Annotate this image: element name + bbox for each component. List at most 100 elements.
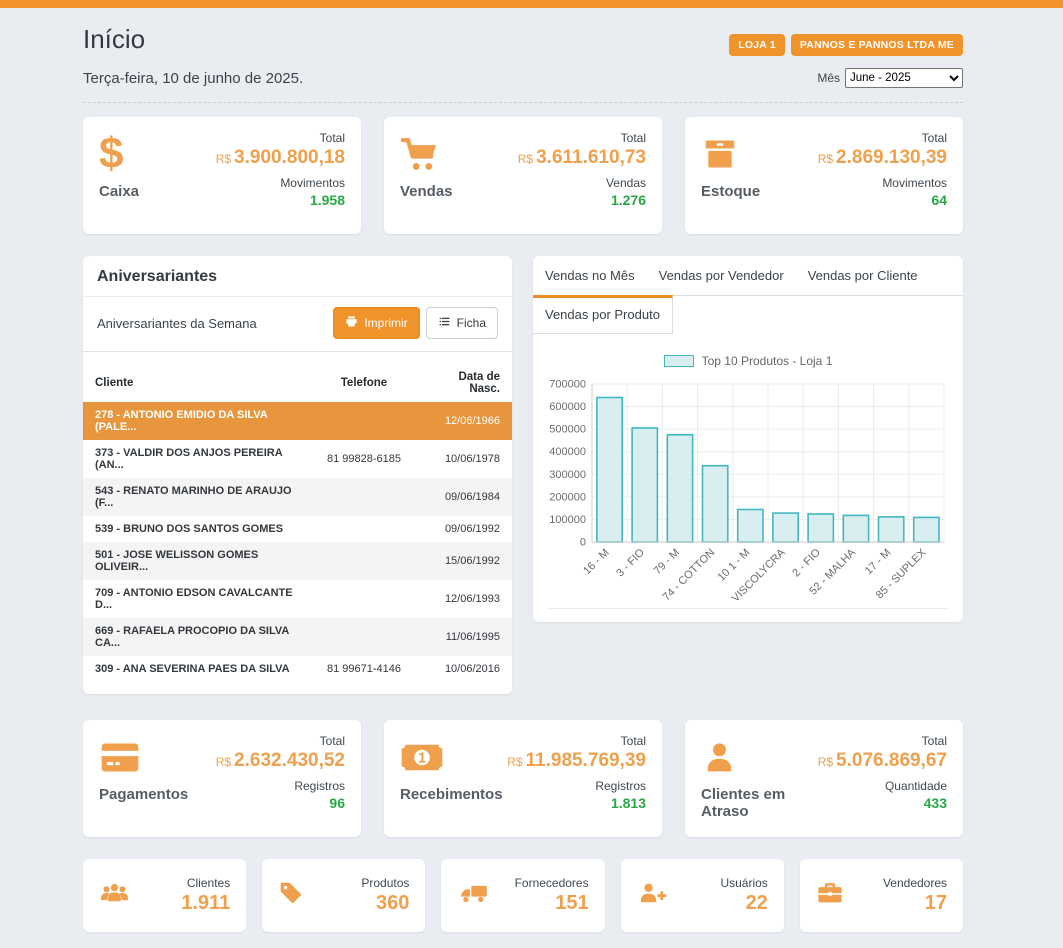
- stat-card-label: Caixa: [99, 183, 139, 200]
- stat-card-pagamentos: Pagamentos Total R$2.632.430,52 Registro…: [83, 720, 361, 837]
- birthdate-cell: 09/06/1992: [422, 516, 512, 542]
- truck-icon: [457, 881, 488, 910]
- count-label: Quantidade: [818, 779, 947, 793]
- tab-vendas-por-vendedor[interactable]: Vendas por Vendedor: [647, 256, 796, 295]
- credit-card-icon: [99, 734, 188, 780]
- birthdate-cell: 10/06/2016: [422, 656, 512, 682]
- month-select[interactable]: June - 2025: [845, 68, 963, 88]
- tab-vendas-no-mes[interactable]: Vendas no Mês: [533, 256, 647, 295]
- stat-card-label: Pagamentos: [99, 786, 188, 803]
- box-icon: [701, 131, 760, 177]
- svg-text:400000: 400000: [549, 446, 586, 458]
- svg-text:300000: 300000: [549, 469, 586, 481]
- birthdays-table: Cliente Telefone Data de Nasc. 278 - ANT…: [83, 364, 512, 682]
- svg-text:200000: 200000: [549, 491, 586, 503]
- svg-text:17 - M: 17 - M: [863, 547, 894, 578]
- total-value: R$3.900.800,18: [216, 147, 345, 169]
- total-label: Total: [216, 734, 345, 748]
- total-value: R$11.985.769,39: [507, 750, 646, 772]
- total-label: Total: [818, 131, 947, 145]
- table-row[interactable]: 543 - RENATO MARINHO DE ARAUJO (F... 09/…: [83, 478, 512, 516]
- summary-card-produtos: Produtos 360: [262, 859, 425, 932]
- svg-text:500000: 500000: [549, 424, 586, 436]
- client-cell: 543 - RENATO MARINHO DE ARAUJO (F...: [83, 478, 306, 516]
- total-value: R$2.869.130,39: [818, 147, 947, 169]
- dashboard-page: Início LOJA 1 PANNOS E PANNOS LTDA ME Te…: [0, 8, 1063, 948]
- date-row: Terça-feira, 10 de junho de 2025. Mês Ju…: [83, 68, 963, 103]
- count-label: Vendas: [518, 176, 646, 190]
- count-value: 1.276: [518, 192, 646, 208]
- table-row[interactable]: 669 - RAFAELA PROCOPIO DA SILVA CA... 11…: [83, 618, 512, 656]
- client-cell: 669 - RAFAELA PROCOPIO DA SILVA CA...: [83, 618, 306, 656]
- phone-cell: [306, 580, 422, 618]
- count-value: 1.813: [507, 795, 646, 811]
- table-row[interactable]: 709 - ANTONIO EDSON CAVALCANTE D... 12/0…: [83, 580, 512, 618]
- print-button[interactable]: Imprimir: [333, 307, 419, 339]
- list-icon: [438, 315, 451, 331]
- svg-text:100000: 100000: [549, 514, 586, 526]
- middle-section: Aniversariantes Aniversariantes da Seman…: [83, 256, 963, 694]
- birthdays-title: Aniversariantes: [83, 256, 512, 297]
- stat-card-label: Clientes em Atraso: [701, 786, 818, 820]
- stat-card-caixa: $ Caixa Total R$3.900.800,18 Movimentos …: [83, 117, 361, 234]
- summary-label: Clientes: [181, 876, 230, 890]
- store-badge[interactable]: LOJA 1: [729, 34, 785, 56]
- dollar-icon: $: [99, 131, 139, 177]
- svg-text:0: 0: [580, 537, 586, 549]
- birthdate-cell: 12/06/1966: [422, 402, 512, 440]
- column-header-data-nasc: Data de Nasc.: [422, 364, 512, 402]
- table-header-row: Cliente Telefone Data de Nasc.: [83, 364, 512, 402]
- svg-text:16 - M: 16 - M: [581, 547, 612, 578]
- table-row[interactable]: 539 - BRUNO DOS SANTOS GOMES 09/06/1992: [83, 516, 512, 542]
- svg-text:600000: 600000: [549, 401, 586, 413]
- header-badges: LOJA 1 PANNOS E PANNOS LTDA ME: [729, 34, 963, 56]
- stat-card-vendas: Vendas Total R$3.611.610,73 Vendas 1.276: [384, 117, 662, 234]
- stat-card-label: Estoque: [701, 183, 760, 200]
- briefcase-icon: [816, 880, 844, 911]
- chart-block: Top 10 Produtos - Loja 1 010000020000030…: [533, 334, 963, 600]
- summary-value: 151: [515, 892, 589, 915]
- page-title: Início: [83, 24, 145, 55]
- client-cell: 373 - VALDIR DOS ANJOS PEREIRA (AN...: [83, 440, 306, 478]
- total-label: Total: [818, 734, 947, 748]
- person-icon: [701, 734, 818, 780]
- stat-card-label: Vendas: [400, 183, 453, 200]
- summary-label: Produtos: [361, 876, 409, 890]
- total-label: Total: [518, 131, 646, 145]
- tab-vendas-por-produto[interactable]: Vendas por Produto: [533, 295, 673, 334]
- table-row[interactable]: 373 - VALDIR DOS ANJOS PEREIRA (AN... 81…: [83, 440, 512, 478]
- stat-card-clientes-em-atraso: Clientes em Atraso Total R$5.076.869,67 …: [685, 720, 963, 837]
- current-date-text: Terça-feira, 10 de junho de 2025.: [83, 70, 303, 87]
- summary-card-vendedores: Vendedores 17: [800, 859, 963, 932]
- count-value: 1.958: [216, 192, 345, 208]
- summary-card-fornecedores: Fornecedores 151: [441, 859, 604, 932]
- birthdate-cell: 09/06/1984: [422, 478, 512, 516]
- summary-label: Vendedores: [883, 876, 947, 890]
- total-value: R$3.611.610,73: [518, 147, 646, 169]
- birthdate-cell: 15/06/1992: [422, 542, 512, 580]
- top-products-bar-chart: 0100000200000300000400000500000600000700…: [542, 378, 954, 600]
- shopping-cart-icon: [400, 131, 453, 177]
- count-label: Registros: [507, 779, 646, 793]
- phone-cell: [306, 516, 422, 542]
- client-cell: 278 - ANTONIO EMIDIO DA SILVA (PALE...: [83, 402, 306, 440]
- stat-card-label: Recebimentos: [400, 786, 503, 803]
- count-label: Registros: [216, 779, 345, 793]
- phone-cell: [306, 542, 422, 580]
- table-row-selected[interactable]: 278 - ANTONIO EMIDIO DA SILVA (PALE... 1…: [83, 402, 512, 440]
- company-badge[interactable]: PANNOS E PANNOS LTDA ME: [791, 34, 963, 56]
- phone-cell: [306, 402, 422, 440]
- tab-vendas-por-cliente[interactable]: Vendas por Cliente: [796, 256, 930, 295]
- summary-cards-row: Clientes 1.911 Produtos 360: [83, 859, 963, 932]
- column-header-telefone: Telefone: [306, 364, 422, 402]
- client-cell: 501 - JOSE WELISSON GOMES OLIVEIR...: [83, 542, 306, 580]
- table-row[interactable]: 309 - ANA SEVERINA PAES DA SILVA 81 9967…: [83, 656, 512, 682]
- sales-tabs: Vendas no Mês Vendas por Vendedor Vendas…: [533, 256, 963, 334]
- birthdays-subtitle: Aniversariantes da Semana: [97, 316, 257, 331]
- sales-panel: Vendas no Mês Vendas por Vendedor Vendas…: [533, 256, 963, 622]
- table-row[interactable]: 501 - JOSE WELISSON GOMES OLIVEIR... 15/…: [83, 542, 512, 580]
- column-header-cliente: Cliente: [83, 364, 306, 402]
- count-label: Movimentos: [216, 176, 345, 190]
- printer-icon: [345, 315, 358, 331]
- ficha-button[interactable]: Ficha: [426, 307, 498, 339]
